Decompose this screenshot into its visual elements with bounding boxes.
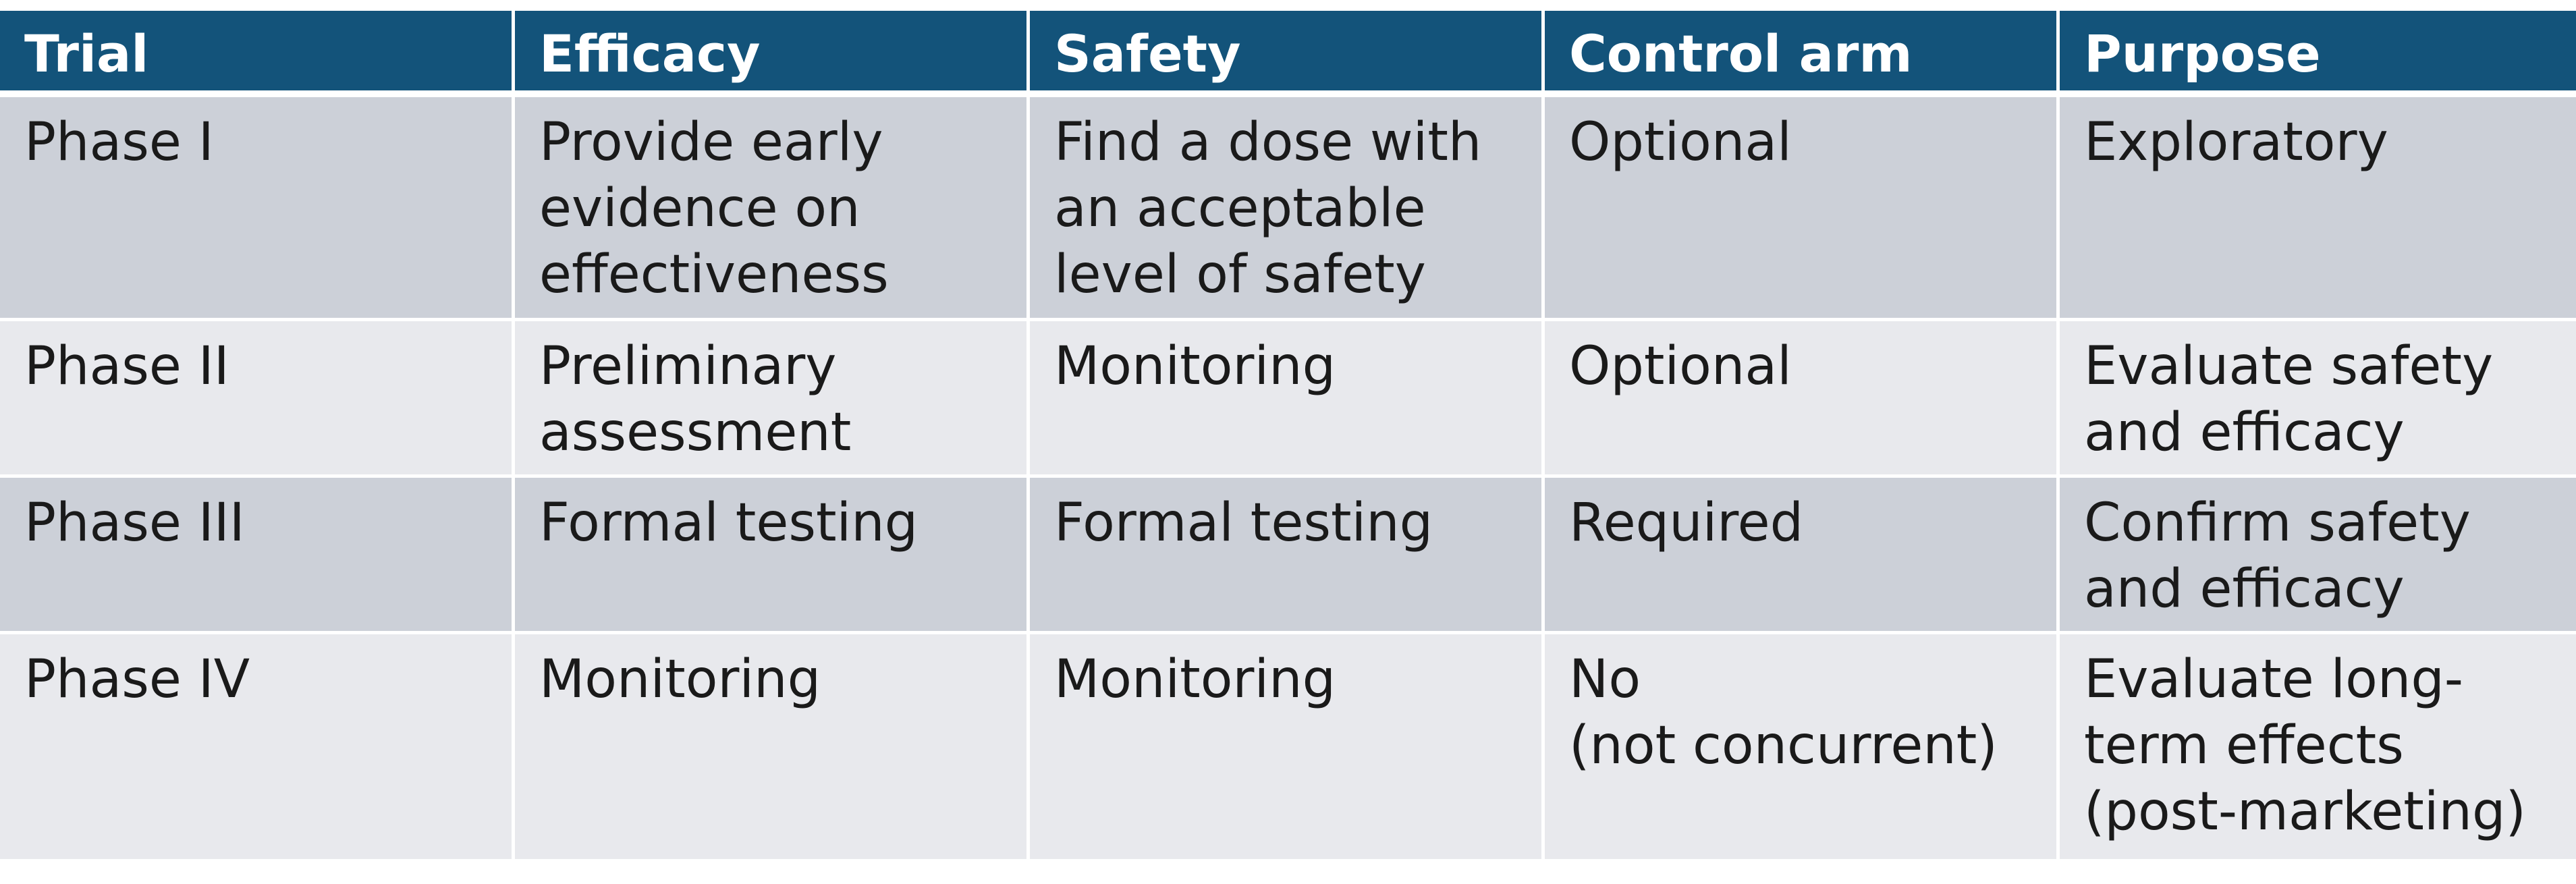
cell-trial: Phase IV (0, 634, 515, 859)
cell-purpose: Confirm safety and efficacy (2060, 478, 2576, 634)
cell-efficacy: Monitoring (515, 634, 1030, 859)
clinical-trial-phases-table: Trial Efficacy Safety Control arm Purpos… (0, 11, 2576, 859)
table-header-row: Trial Efficacy Safety Control arm Purpos… (0, 11, 2576, 97)
cell-control-arm: Required (1545, 478, 2060, 634)
cell-efficacy: Formal testing (515, 478, 1030, 634)
cell-trial: Phase III (0, 478, 515, 634)
table-row: Phase I Provide early evidence on effect… (0, 97, 2576, 321)
cell-control-arm: Optional (1545, 97, 2060, 321)
header-efficacy: Efficacy (515, 11, 1030, 97)
header-trial: Trial (0, 11, 515, 97)
header-safety: Safety (1030, 11, 1545, 97)
cell-purpose: Evaluate safety and efficacy (2060, 321, 2576, 478)
table-row: Phase II Preliminary assessment Monitori… (0, 321, 2576, 478)
table-row: Phase IV Monitoring Monitoring No (not c… (0, 634, 2576, 859)
cell-safety: Formal testing (1030, 478, 1545, 634)
cell-safety: Monitoring (1030, 321, 1545, 478)
cell-trial: Phase I (0, 97, 515, 321)
header-purpose: Purpose (2060, 11, 2576, 97)
cell-efficacy: Preliminary assessment (515, 321, 1030, 478)
cell-efficacy: Provide early evidence on effectiveness (515, 97, 1030, 321)
header-control-arm: Control arm (1545, 11, 2060, 97)
cell-purpose: Evaluate long- term effects (post-market… (2060, 634, 2576, 859)
cell-purpose: Exploratory (2060, 97, 2576, 321)
cell-trial: Phase II (0, 321, 515, 478)
cell-control-arm: Optional (1545, 321, 2060, 478)
table-row: Phase III Formal testing Formal testing … (0, 478, 2576, 634)
cell-control-arm: No (not concurrent) (1545, 634, 2060, 859)
cell-safety: Find a dose with an acceptable level of … (1030, 97, 1545, 321)
cell-safety: Monitoring (1030, 634, 1545, 859)
